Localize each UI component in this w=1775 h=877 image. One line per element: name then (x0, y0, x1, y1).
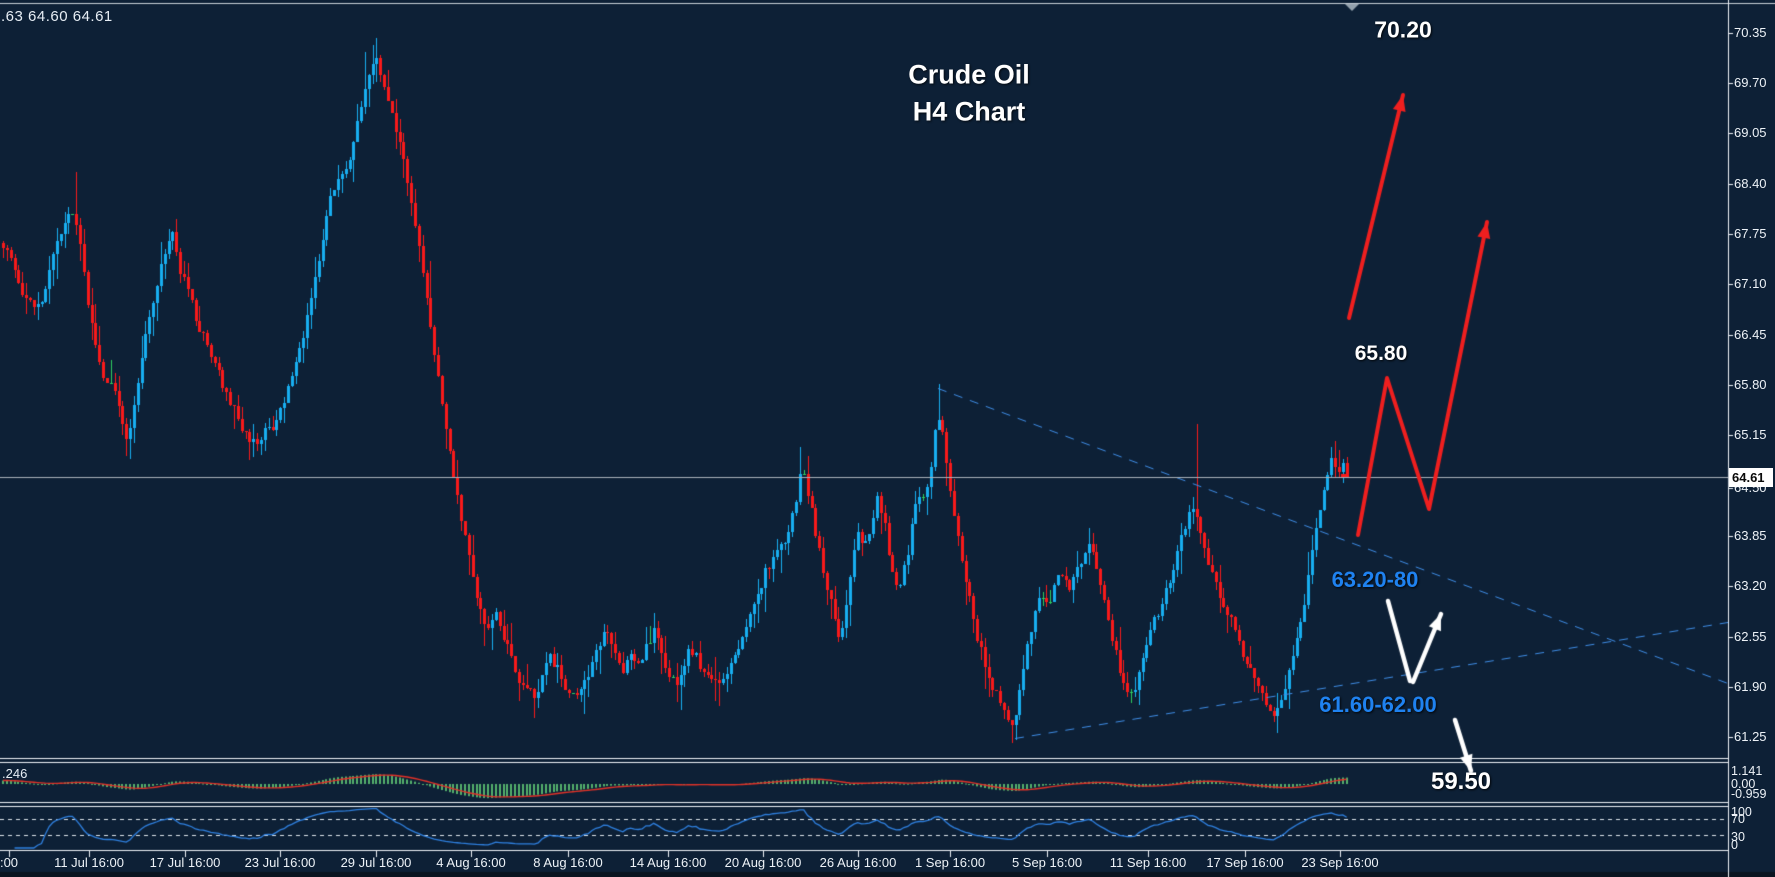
time-axis-label: 23 Sep 16:00 (1301, 855, 1379, 870)
price-axis-label: 69.05 (1734, 125, 1767, 140)
price-axis-label: 65.80 (1734, 377, 1767, 392)
time-axis-label: 14 Aug 16:00 (629, 855, 707, 870)
price-axis-label: 66.45 (1734, 327, 1767, 342)
time-axis-label: 29 Jul 16:00 (340, 855, 412, 870)
rsi-scale-label: 100 (1731, 805, 1752, 819)
chart-title-symbol: Crude Oil (908, 59, 1030, 90)
price-axis-label: 68.40 (1734, 176, 1767, 191)
ohlc-quote-text: .63 64.60 64.61 (1, 8, 113, 25)
time-axis-label: 4 Aug 16:00 (436, 855, 506, 870)
price-axis-label: 61.90 (1734, 679, 1767, 694)
macd-scale-label: 0.00 (1731, 777, 1756, 791)
time-axis-label: 11 Jul 16:00 (54, 855, 124, 870)
price-axis-label: 62.55 (1734, 629, 1767, 644)
time-axis-label: :00 (0, 855, 19, 870)
time-axis-label: 5 Sep 16:00 (1011, 855, 1083, 870)
macd-scale-label: 1.141 (1731, 764, 1763, 778)
time-axis-label: 23 Jul 16:00 (244, 855, 316, 870)
price-axis-label: 65.15 (1734, 427, 1767, 442)
price-target-label: 61.60-62.00 (1319, 692, 1437, 717)
price-axis-label: 70.35 (1734, 25, 1767, 40)
time-axis-label: 20 Aug 16:00 (724, 855, 802, 870)
rsi-scale-label: 70 (1731, 812, 1745, 826)
chart-title-timeframe: H4 Chart (912, 96, 1026, 127)
price-target-label: 59.50 (1430, 768, 1492, 795)
time-axis-label: 11 Sep 16:00 (1109, 855, 1187, 870)
price-target-label: 65.80 (1354, 342, 1408, 365)
price-target-label: 63.20-80 (1331, 567, 1419, 592)
time-axis-label: 1 Sep 16:00 (914, 855, 986, 870)
time-axis-label: 17 Sep 16:00 (1206, 855, 1284, 870)
price-axis-label: 63.20 (1734, 578, 1767, 593)
rsi-scale-label: 0 (1731, 838, 1738, 852)
price-axis-label: 67.75 (1734, 226, 1767, 241)
macd-scale-label: -0.959 (1731, 787, 1767, 801)
time-axis-label: 26 Aug 16:00 (819, 855, 897, 870)
time-axis-label: 8 Aug 16:00 (533, 855, 603, 870)
current-price-tag: 64.61 (1729, 468, 1773, 487)
price-target-label: 70.20 (1374, 16, 1432, 43)
price-axis-label: 69.70 (1734, 75, 1767, 90)
rsi-scale-label: 30 (1731, 830, 1745, 844)
price-axis-label: 63.85 (1734, 528, 1767, 543)
price-axis-label: 61.25 (1734, 729, 1767, 744)
macd-indicator-value: .246 (2, 766, 28, 781)
time-axis-label: 17 Jul 16:00 (149, 855, 221, 870)
price-axis-label: 67.10 (1734, 276, 1767, 291)
current-price-value: 64.61 (1732, 470, 1765, 485)
